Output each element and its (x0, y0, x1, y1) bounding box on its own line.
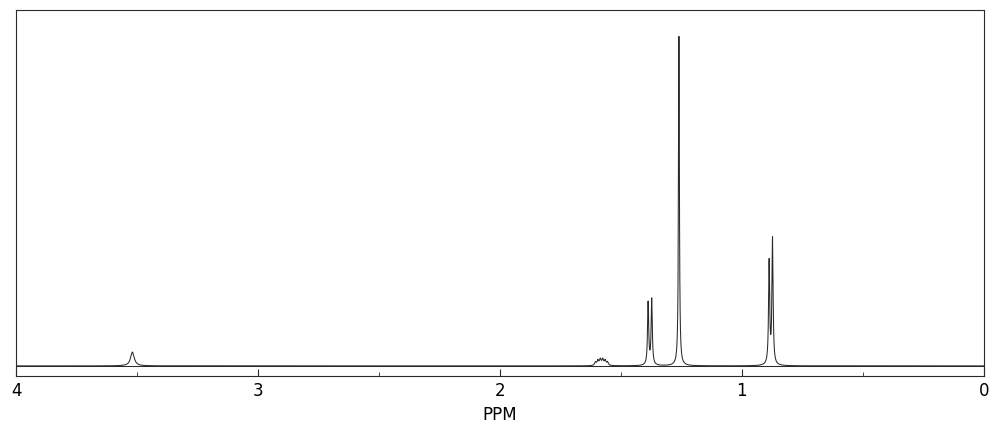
X-axis label: PPM: PPM (483, 405, 517, 423)
